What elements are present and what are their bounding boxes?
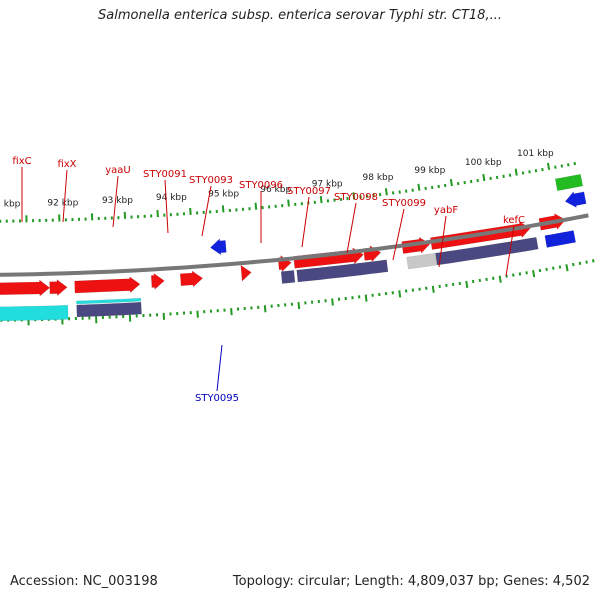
axis-label: 92 kbp <box>47 198 78 208</box>
inner-tick <box>560 164 564 168</box>
gene-label: STY0096 <box>239 180 283 191</box>
inner-tick <box>417 183 421 191</box>
outer-tick <box>591 259 595 263</box>
axis-label: 95 kbp <box>208 189 239 199</box>
gene-label: kefC <box>503 215 525 226</box>
reverse-cds <box>209 238 227 256</box>
gene-leader-line <box>112 175 119 228</box>
gene-label: yaaU <box>105 165 131 176</box>
green-feature <box>554 173 584 191</box>
inner-tick <box>221 205 225 213</box>
outer-tick <box>552 266 555 270</box>
outer-tick <box>230 308 233 316</box>
accession-text: Accession: NC_003198 <box>10 574 158 589</box>
forward-cds <box>150 272 165 290</box>
outer-tick <box>558 265 562 269</box>
axis-label: 94 kbp <box>156 193 187 203</box>
gene-label: fixX <box>57 159 76 170</box>
gene-leader-line <box>62 169 68 223</box>
axis-label: 97 kbp <box>312 179 343 189</box>
outer-tick <box>525 271 528 275</box>
topology-summary: Topology: circular; Length: 4,809,037 bp… <box>232 574 590 589</box>
inner-tick <box>554 165 557 169</box>
outer-tick <box>297 301 301 310</box>
axis-label: 100 kbp <box>465 158 502 168</box>
inner-tick <box>528 170 531 174</box>
gene-leader-line <box>438 215 447 268</box>
forward-cds <box>0 279 51 297</box>
backbone-line <box>0 213 589 277</box>
forward-cds <box>240 264 252 282</box>
gene-label: fixC <box>12 156 31 167</box>
outer-tick <box>532 270 536 278</box>
inner-tick <box>319 196 323 204</box>
inner-tick <box>287 199 290 207</box>
gene-label: yabF <box>434 205 458 216</box>
inner-tick <box>508 173 512 177</box>
map-title: Salmonella enterica subsp. enterica sero… <box>98 8 502 23</box>
feature-track <box>0 173 587 322</box>
inner-tick <box>384 188 388 196</box>
gene-label: STY0091 <box>143 169 187 180</box>
gene-leader-line <box>216 344 223 392</box>
axis-label: 93 kbp <box>102 196 133 206</box>
gene-label: STY0099 <box>382 198 426 209</box>
gene-label: STY0095 <box>195 393 239 404</box>
inner-tick <box>449 178 453 187</box>
outer-tick <box>578 261 582 266</box>
gene-label: STY0098 <box>334 192 378 203</box>
outer-tick <box>331 298 334 306</box>
forward-cds <box>49 279 68 297</box>
axis-label: 101 kbp <box>517 149 554 159</box>
axis-label-group: 91 kbp 92 kbp 93 kbp 94 kbp 95 kbp 96 kbp 97 k… <box>0 149 554 210</box>
cyan-feature <box>0 305 69 322</box>
outer-tick <box>263 305 267 313</box>
axis-label: 99 kbp <box>414 166 445 176</box>
outer-tick <box>498 275 502 283</box>
purple-feature <box>296 259 389 283</box>
inner-tick <box>521 171 525 175</box>
outer-tick <box>572 262 575 267</box>
purple-feature <box>280 270 296 284</box>
gene-leader-line <box>392 208 405 261</box>
outer-tick <box>398 290 402 298</box>
outer-tick <box>565 264 569 272</box>
gene-leader-line <box>164 179 169 234</box>
outer-tick <box>364 294 368 302</box>
inner-tick <box>482 173 486 182</box>
forward-cds <box>179 270 204 288</box>
axis-label: 91 kbp <box>0 200 21 210</box>
outer-tick <box>431 285 435 293</box>
cyan-strip <box>76 297 142 305</box>
forward-cds <box>74 276 141 294</box>
gene-leader-line <box>346 202 357 254</box>
inner-tick <box>254 202 258 210</box>
inner-tick <box>352 192 356 200</box>
reverse-cds <box>564 191 587 208</box>
outer-tick <box>538 268 542 273</box>
gene-leader-line <box>201 185 212 237</box>
outer-tick <box>465 280 469 289</box>
gray-feature <box>406 252 438 270</box>
axis-label: 98 kbp <box>363 173 394 183</box>
gene-label: STY0093 <box>189 175 233 186</box>
inner-tick <box>546 162 551 171</box>
purple-feature <box>435 236 539 266</box>
purple-feature <box>76 301 142 318</box>
inner-tick <box>534 169 538 173</box>
inner-tick <box>567 163 570 167</box>
outer-tick <box>545 267 548 272</box>
axis-label: 96 kbp <box>260 185 291 195</box>
inner-tick <box>541 167 544 172</box>
inner-tick <box>573 161 576 166</box>
inner-tick <box>514 168 518 176</box>
blue-feature <box>544 230 576 248</box>
outer-tick <box>585 260 588 264</box>
gene-label: STY0097 <box>287 186 331 197</box>
gene-leader-line <box>301 196 310 248</box>
gene-leader-line <box>505 225 515 277</box>
